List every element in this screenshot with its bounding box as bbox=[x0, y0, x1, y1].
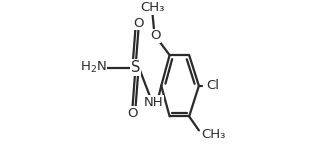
Text: O: O bbox=[134, 17, 144, 30]
Text: CH₃: CH₃ bbox=[202, 128, 226, 141]
Text: S: S bbox=[131, 60, 140, 75]
Text: O: O bbox=[150, 29, 161, 42]
Text: H$_2$N: H$_2$N bbox=[80, 60, 106, 75]
Text: Cl: Cl bbox=[206, 79, 219, 92]
Text: CH₃: CH₃ bbox=[140, 1, 164, 14]
Text: O: O bbox=[127, 107, 137, 120]
Text: NH: NH bbox=[144, 96, 163, 109]
